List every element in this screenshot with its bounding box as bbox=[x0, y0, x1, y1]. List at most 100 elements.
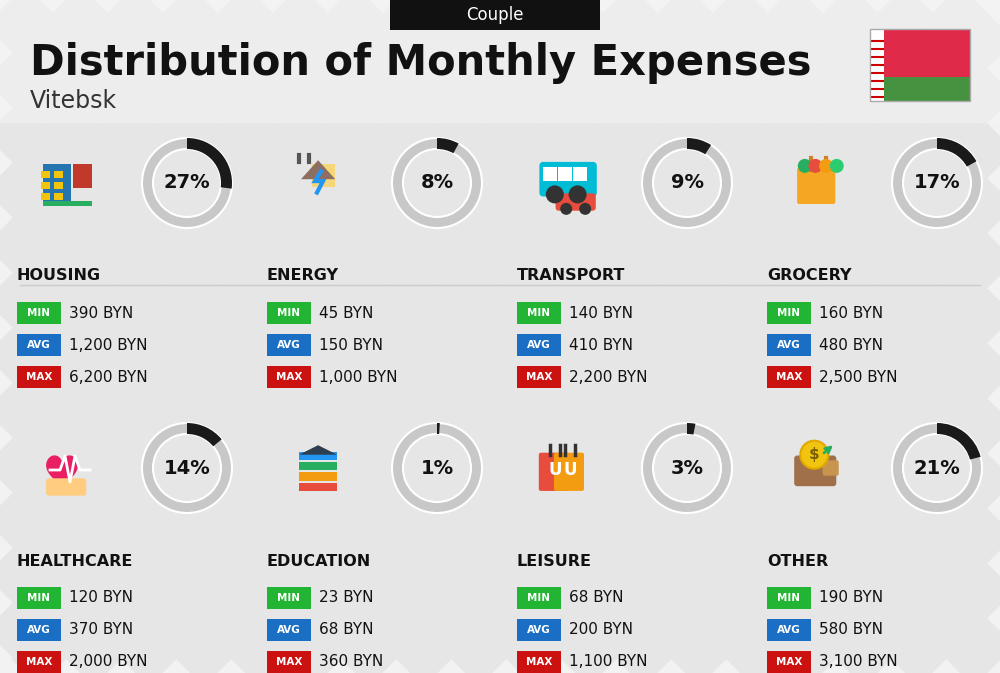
FancyBboxPatch shape bbox=[573, 167, 587, 181]
Text: TRANSPORT: TRANSPORT bbox=[517, 269, 625, 283]
Text: 2,200 BYN: 2,200 BYN bbox=[569, 369, 648, 384]
FancyBboxPatch shape bbox=[870, 29, 884, 101]
Text: 580 BYN: 580 BYN bbox=[819, 623, 883, 637]
Text: U: U bbox=[548, 461, 562, 479]
Text: 6,200 BYN: 6,200 BYN bbox=[69, 369, 148, 384]
Text: AVG: AVG bbox=[777, 625, 801, 635]
Text: AVG: AVG bbox=[277, 340, 301, 350]
FancyBboxPatch shape bbox=[43, 201, 92, 206]
Text: Couple: Couple bbox=[466, 6, 524, 24]
FancyBboxPatch shape bbox=[543, 167, 557, 181]
Text: AVG: AVG bbox=[27, 625, 51, 635]
Text: 2,500 BYN: 2,500 BYN bbox=[819, 369, 898, 384]
FancyBboxPatch shape bbox=[267, 302, 311, 324]
FancyBboxPatch shape bbox=[558, 167, 572, 181]
Wedge shape bbox=[642, 138, 732, 228]
Wedge shape bbox=[892, 138, 982, 228]
FancyBboxPatch shape bbox=[17, 302, 61, 324]
Wedge shape bbox=[687, 138, 711, 154]
Text: 23 BYN: 23 BYN bbox=[319, 590, 374, 606]
FancyBboxPatch shape bbox=[299, 483, 337, 491]
FancyBboxPatch shape bbox=[517, 651, 561, 673]
Text: EDUCATION: EDUCATION bbox=[267, 553, 371, 569]
Text: 370 BYN: 370 BYN bbox=[69, 623, 133, 637]
Polygon shape bbox=[301, 160, 335, 179]
Circle shape bbox=[560, 203, 572, 215]
Text: MAX: MAX bbox=[26, 372, 52, 382]
FancyBboxPatch shape bbox=[17, 366, 61, 388]
Text: MAX: MAX bbox=[776, 372, 802, 382]
Circle shape bbox=[546, 185, 564, 203]
Text: 3%: 3% bbox=[670, 458, 704, 478]
FancyBboxPatch shape bbox=[767, 334, 811, 356]
FancyBboxPatch shape bbox=[767, 302, 811, 324]
FancyBboxPatch shape bbox=[823, 460, 839, 476]
Text: MAX: MAX bbox=[776, 657, 802, 667]
Text: 45 BYN: 45 BYN bbox=[319, 306, 373, 320]
FancyBboxPatch shape bbox=[299, 462, 337, 470]
FancyBboxPatch shape bbox=[794, 456, 836, 486]
Text: 150 BYN: 150 BYN bbox=[319, 337, 383, 353]
Wedge shape bbox=[687, 423, 695, 435]
Text: 410 BYN: 410 BYN bbox=[569, 337, 633, 353]
FancyBboxPatch shape bbox=[17, 651, 61, 673]
Text: 1,100 BYN: 1,100 BYN bbox=[569, 655, 648, 670]
Wedge shape bbox=[142, 138, 232, 228]
FancyBboxPatch shape bbox=[767, 587, 811, 609]
FancyBboxPatch shape bbox=[517, 334, 561, 356]
Text: MAX: MAX bbox=[526, 657, 552, 667]
FancyBboxPatch shape bbox=[267, 334, 311, 356]
Text: 390 BYN: 390 BYN bbox=[69, 306, 133, 320]
Circle shape bbox=[800, 441, 828, 468]
Text: 68 BYN: 68 BYN bbox=[319, 623, 374, 637]
Text: HEALTHCARE: HEALTHCARE bbox=[17, 553, 133, 569]
Text: MIN: MIN bbox=[278, 308, 300, 318]
Text: LEISURE: LEISURE bbox=[517, 553, 592, 569]
Text: MIN: MIN bbox=[28, 593, 50, 603]
Text: 9%: 9% bbox=[670, 174, 704, 192]
Wedge shape bbox=[437, 138, 459, 153]
Text: 3,100 BYN: 3,100 BYN bbox=[819, 655, 898, 670]
Text: AVG: AVG bbox=[527, 625, 551, 635]
FancyBboxPatch shape bbox=[17, 619, 61, 641]
Text: MIN: MIN bbox=[528, 308, 550, 318]
Text: 480 BYN: 480 BYN bbox=[819, 337, 883, 353]
FancyBboxPatch shape bbox=[554, 453, 584, 491]
FancyBboxPatch shape bbox=[17, 587, 61, 609]
Wedge shape bbox=[937, 423, 981, 460]
Text: MIN: MIN bbox=[28, 308, 50, 318]
FancyBboxPatch shape bbox=[41, 193, 50, 201]
Circle shape bbox=[798, 159, 812, 173]
Text: 17%: 17% bbox=[914, 174, 960, 192]
FancyBboxPatch shape bbox=[267, 651, 311, 673]
Wedge shape bbox=[892, 423, 982, 513]
Text: 160 BYN: 160 BYN bbox=[819, 306, 883, 320]
FancyBboxPatch shape bbox=[54, 170, 63, 178]
FancyBboxPatch shape bbox=[54, 182, 63, 189]
Text: ENERGY: ENERGY bbox=[267, 269, 339, 283]
Text: Distribution of Monthly Expenses: Distribution of Monthly Expenses bbox=[30, 42, 812, 84]
Text: GROCERY: GROCERY bbox=[767, 269, 852, 283]
Text: 120 BYN: 120 BYN bbox=[69, 590, 133, 606]
Text: $: $ bbox=[809, 447, 820, 462]
Polygon shape bbox=[299, 446, 337, 455]
FancyBboxPatch shape bbox=[539, 453, 569, 491]
Text: 140 BYN: 140 BYN bbox=[569, 306, 633, 320]
Circle shape bbox=[579, 203, 591, 215]
Text: 360 BYN: 360 BYN bbox=[319, 655, 383, 670]
FancyBboxPatch shape bbox=[41, 182, 50, 189]
FancyBboxPatch shape bbox=[267, 366, 311, 388]
Text: AVG: AVG bbox=[527, 340, 551, 350]
Wedge shape bbox=[937, 138, 976, 167]
Text: MAX: MAX bbox=[276, 372, 302, 382]
Text: 2,000 BYN: 2,000 BYN bbox=[69, 655, 148, 670]
Polygon shape bbox=[47, 456, 77, 490]
Wedge shape bbox=[187, 423, 222, 446]
FancyBboxPatch shape bbox=[556, 193, 596, 211]
FancyBboxPatch shape bbox=[517, 619, 561, 641]
Text: 27%: 27% bbox=[164, 174, 210, 192]
Text: MIN: MIN bbox=[778, 593, 800, 603]
Wedge shape bbox=[142, 423, 232, 513]
Circle shape bbox=[819, 159, 833, 173]
Text: MAX: MAX bbox=[26, 657, 52, 667]
